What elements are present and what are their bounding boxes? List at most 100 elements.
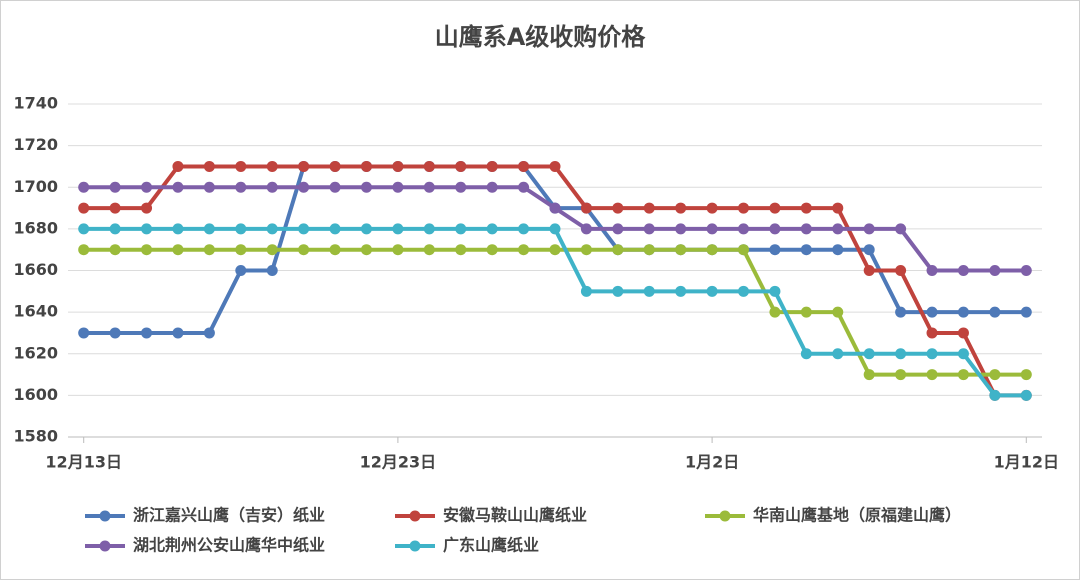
data-point: [549, 244, 561, 256]
data-point: [78, 223, 90, 235]
data-point: [329, 223, 341, 235]
data-point: [235, 223, 247, 235]
data-point: [486, 181, 498, 193]
data-point: [423, 181, 435, 193]
data-point: [298, 181, 310, 193]
y-tick-label: 1740: [13, 94, 58, 113]
y-tick-label: 1580: [13, 427, 58, 446]
data-point: [675, 202, 687, 214]
data-point: [518, 160, 530, 172]
data-point: [486, 160, 498, 172]
data-point: [675, 285, 687, 297]
data-point: [172, 160, 184, 172]
data-point: [706, 223, 718, 235]
data-point: [235, 181, 247, 193]
data-point: [957, 327, 969, 339]
data-point: [800, 223, 812, 235]
data-point: [738, 223, 750, 235]
data-point: [266, 160, 278, 172]
data-point: [926, 348, 938, 360]
data-point: [832, 223, 844, 235]
data-point: [266, 181, 278, 193]
data-point: [706, 285, 718, 297]
data-point: [800, 306, 812, 318]
data-point: [172, 327, 184, 339]
data-point: [800, 202, 812, 214]
legend-label: 安徽马鞍山山鹰纸业: [443, 506, 587, 525]
data-point: [78, 181, 90, 193]
data-point: [612, 244, 624, 256]
data-point: [957, 369, 969, 381]
data-point: [486, 223, 498, 235]
chart-title: 山鹰系A级收购价格: [435, 23, 647, 51]
legend-marker: [99, 540, 111, 552]
data-point: [203, 160, 215, 172]
data-point: [1020, 306, 1032, 318]
data-point: [141, 327, 153, 339]
data-point: [455, 223, 467, 235]
data-point: [518, 223, 530, 235]
data-point: [612, 223, 624, 235]
data-point: [266, 223, 278, 235]
data-point: [926, 306, 938, 318]
data-point: [203, 244, 215, 256]
data-point: [612, 285, 624, 297]
data-point: [423, 160, 435, 172]
data-point: [895, 306, 907, 318]
legend-marker: [719, 510, 731, 522]
data-point: [203, 223, 215, 235]
data-point: [423, 244, 435, 256]
data-point: [738, 244, 750, 256]
data-point: [863, 244, 875, 256]
x-tick-label: 12月23日: [360, 453, 437, 472]
data-point: [832, 202, 844, 214]
data-point: [455, 160, 467, 172]
data-point: [298, 223, 310, 235]
data-point: [172, 181, 184, 193]
data-point: [643, 202, 655, 214]
data-point: [109, 202, 121, 214]
data-point: [549, 160, 561, 172]
data-point: [109, 223, 121, 235]
data-point: [863, 265, 875, 276]
data-point: [800, 244, 812, 256]
data-point: [769, 202, 781, 214]
legend-label: 浙江嘉兴山鹰（吉安）纸业: [133, 506, 325, 525]
data-point: [832, 306, 844, 318]
y-tick-label: 1660: [13, 260, 58, 279]
data-point: [423, 223, 435, 235]
data-point: [360, 244, 372, 256]
y-tick-label: 1720: [13, 135, 58, 154]
data-point: [989, 265, 1001, 276]
data-point: [266, 265, 278, 276]
data-point: [392, 181, 404, 193]
data-point: [235, 265, 247, 276]
data-point: [141, 181, 153, 193]
data-point: [329, 181, 341, 193]
data-point: [203, 181, 215, 193]
data-point: [1020, 265, 1032, 276]
data-point: [675, 244, 687, 256]
data-point: [518, 244, 530, 256]
data-point: [549, 223, 561, 235]
data-point: [832, 348, 844, 360]
data-point: [266, 244, 278, 256]
legend-marker: [409, 510, 421, 522]
data-point: [78, 244, 90, 256]
data-point: [895, 348, 907, 360]
data-point: [769, 244, 781, 256]
data-point: [580, 202, 592, 214]
y-tick-label: 1640: [13, 302, 58, 321]
data-point: [392, 223, 404, 235]
data-point: [769, 285, 781, 297]
data-point: [895, 369, 907, 381]
y-tick-label: 1680: [13, 218, 58, 237]
data-point: [392, 160, 404, 172]
data-point: [549, 202, 561, 214]
legend-marker: [409, 540, 421, 552]
data-point: [455, 181, 467, 193]
data-point: [518, 181, 530, 193]
data-point: [989, 369, 1001, 381]
